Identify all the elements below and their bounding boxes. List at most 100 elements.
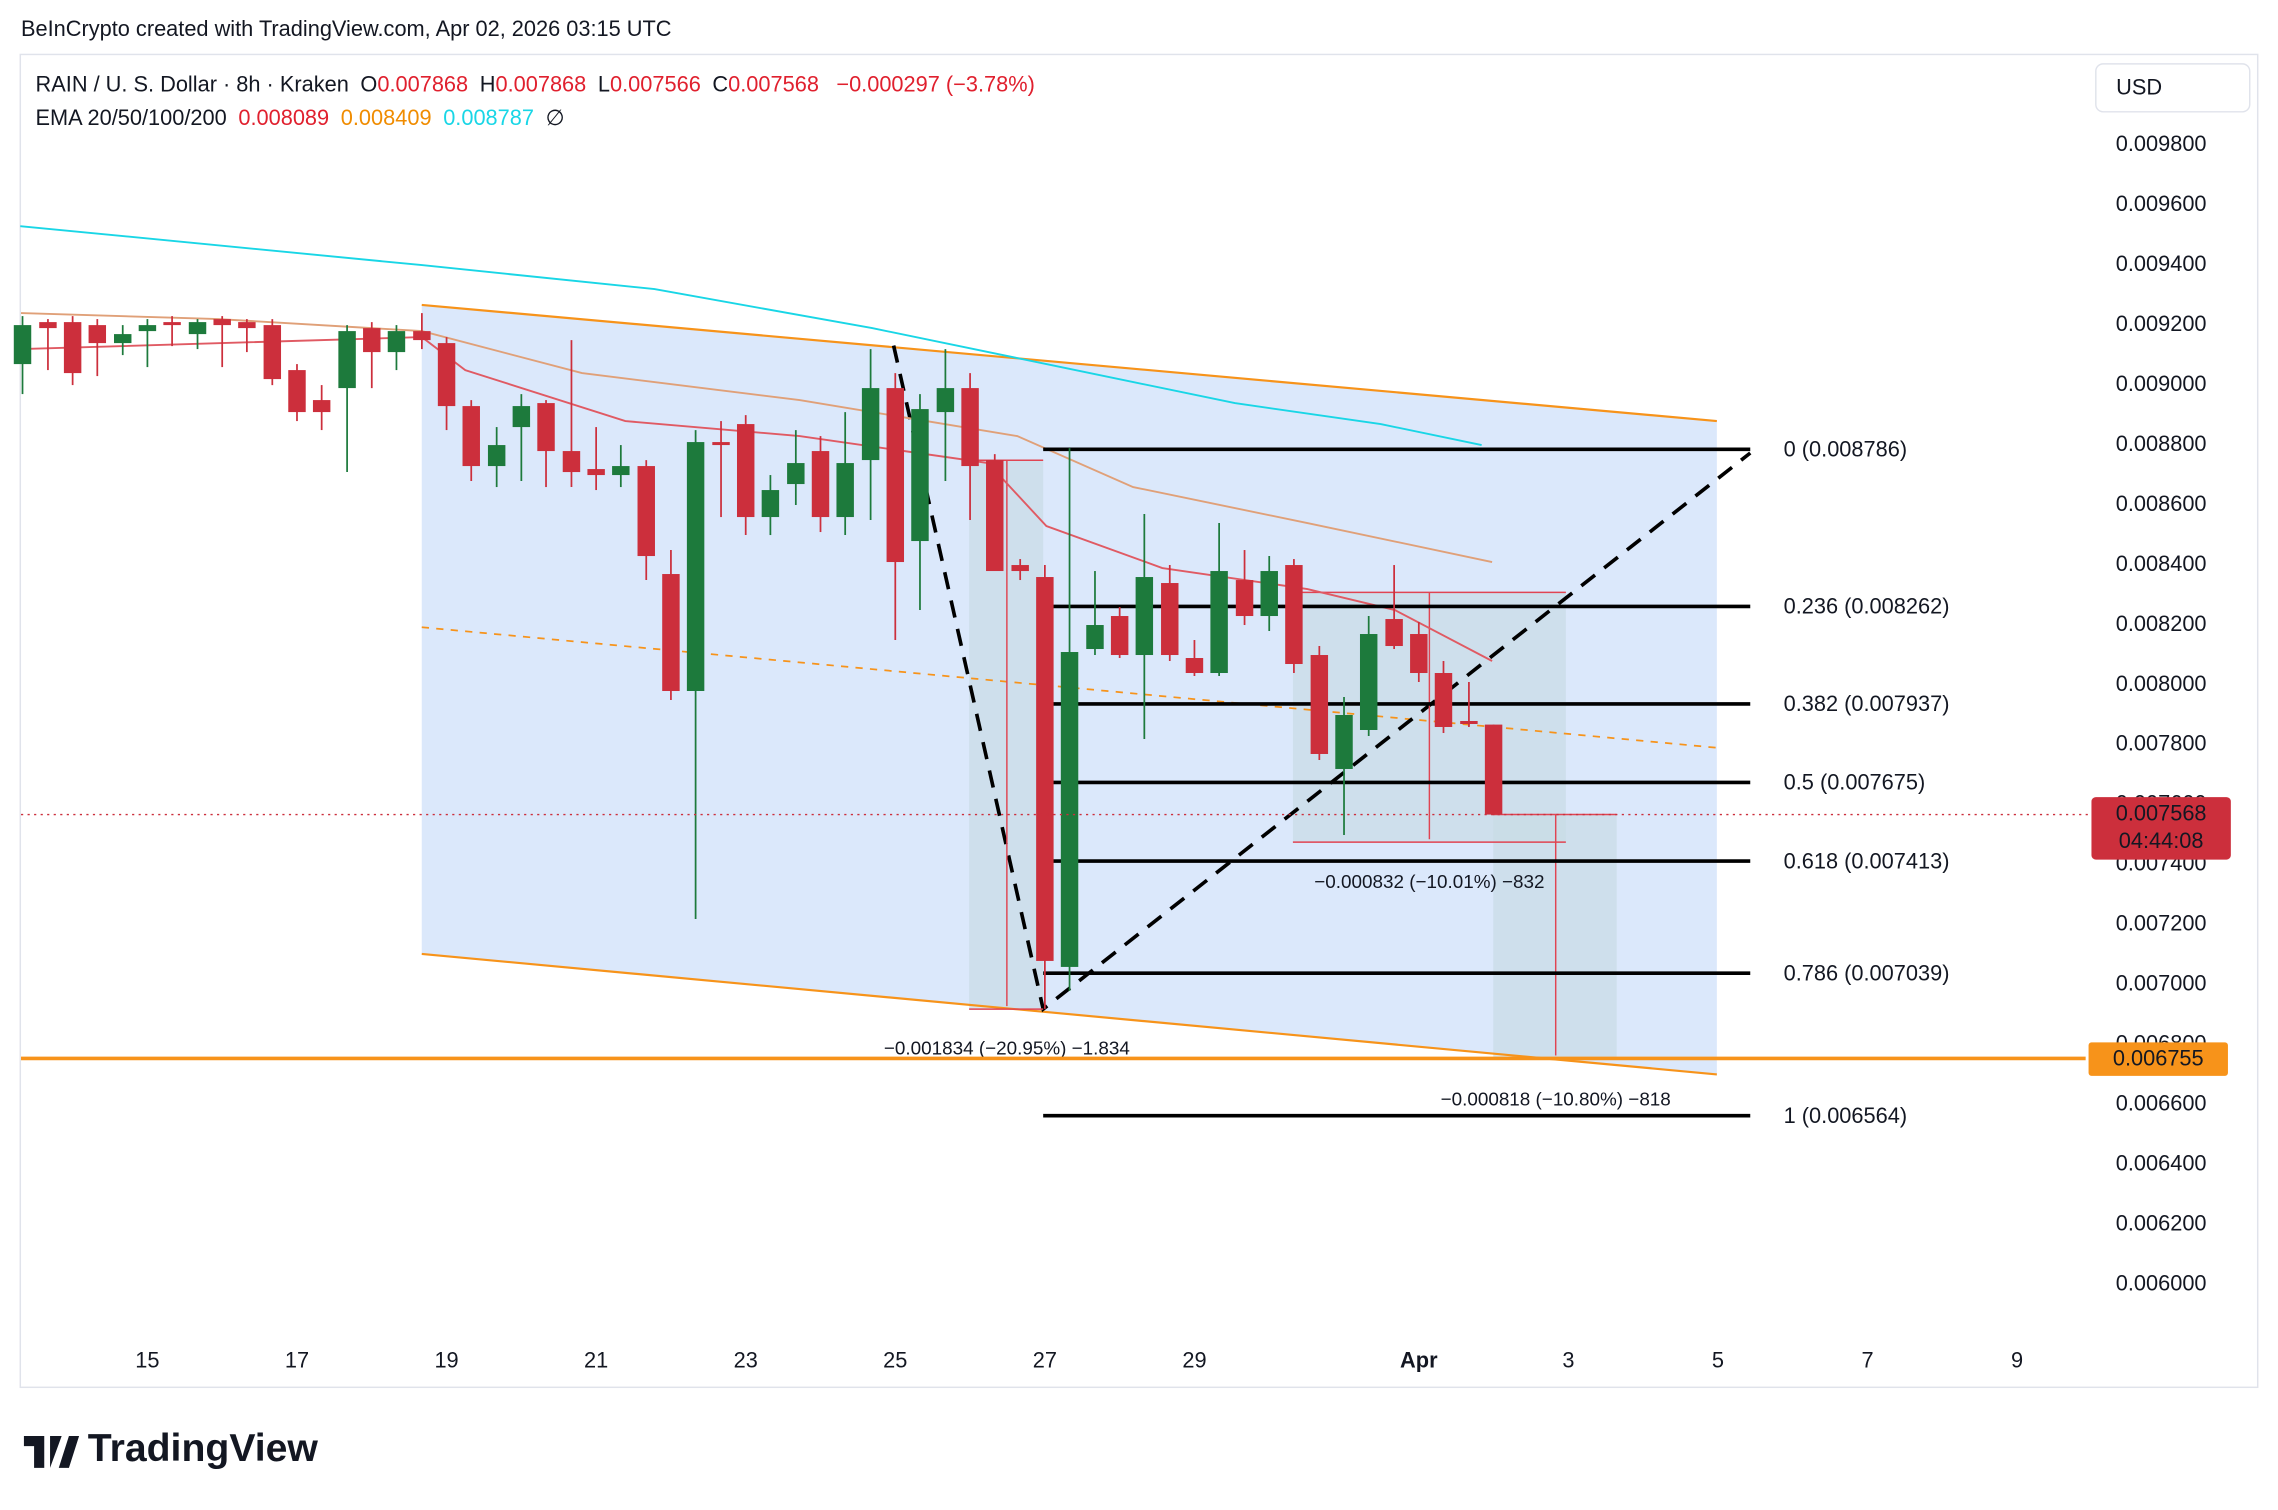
candle-body [413,331,431,341]
x-tick-label: 9 [2011,1348,2023,1373]
candle-body [686,442,705,692]
legend-symbol: RAIN / U. S. Dollar · 8h · Kraken O0.0078… [36,71,1035,96]
y-tick-label: 0.006000 [2116,1271,2207,1296]
ema-line [20,312,1493,563]
chart-frame [19,53,2259,1389]
x-tick-label: 23 [734,1348,758,1373]
y-tick-label: 0.009000 [2116,371,2207,396]
candle-body [363,328,381,353]
candle-body [911,409,929,542]
measure-label: −0.000832 (−10.01%) −832 [1314,871,1544,892]
candle-body [886,388,905,563]
y-tick-label: 0.008600 [2116,491,2207,516]
candle-body [1359,634,1378,730]
currency-box[interactable] [2095,63,2251,113]
candle-body [712,442,730,446]
candle-body [736,424,755,518]
brand: TradingView [88,1427,319,1470]
candle-body [811,451,830,518]
currency[interactable]: USD [2116,74,2162,99]
y-tick-label: 0.008200 [2116,611,2207,636]
candle-body [1434,673,1453,727]
candle-body [961,388,979,467]
candle-body [263,325,282,380]
candle-body [936,388,955,413]
candle-body [13,325,32,365]
credit: BeInCrypto created with TradingView.com,… [21,16,672,41]
y-tick-label: 0.009600 [2116,191,2207,216]
measure-label: −0.000818 (−10.80%) −818 [1441,1089,1671,1110]
candle-body [188,322,207,335]
candle-body [312,400,331,413]
ohlc-value: 0.007568 [728,71,819,96]
candle-body [1285,565,1303,665]
candle-body [861,388,880,461]
ema-label: EMA 20/50/100/200 [36,105,227,130]
ohlc-label: O [360,71,377,96]
ohlc-value: 0.007566 [610,71,701,96]
candle-body [662,574,680,692]
y-tick-label: 0.008400 [2116,551,2207,576]
x-tick-label: 25 [883,1348,907,1373]
y-tick-label: 0.009200 [2116,311,2207,336]
candle-body [1460,720,1478,724]
candle-body [387,331,406,353]
plot: 0.009800 0.009600 0.009400 0.009200 0.009000… [13,131,2207,1373]
candle-body [512,406,531,428]
candle-body [238,322,256,329]
ohlc-value: 0.007868 [496,71,587,96]
fib-label: 0.5 (0.007675) [1784,770,1926,795]
candle-body [1410,634,1428,674]
fib-label: 0.618 (0.007413) [1784,848,1950,873]
candle-body [88,325,107,344]
candle-body [1210,571,1228,674]
candle-body [338,331,356,389]
x-tick-label: 15 [135,1348,159,1373]
x-tick-label: 7 [1861,1348,1873,1373]
candle-body [1235,580,1254,617]
candle-body [637,466,655,557]
candle-body [1260,571,1278,617]
y-tick-label: 0.006400 [2116,1151,2207,1176]
ema-line [20,225,1482,446]
candle-body [288,370,306,413]
y-tick-label: 0.006600 [2116,1091,2207,1116]
fib-label: 1 (0.006564) [1784,1103,1907,1128]
logo-icon [23,1435,80,1468]
x-tick-label: 3 [1562,1348,1574,1373]
y-tick-label: 0.007800 [2116,731,2207,756]
candle-body [537,403,555,452]
candle-body [1110,616,1129,656]
level-tag [2088,1042,2228,1076]
ohlc-value: 0.007868 [377,71,468,96]
candle-body [1335,714,1353,769]
candle-body [587,469,605,476]
candle-body [761,490,780,518]
candle-body [1385,619,1403,647]
fib-label: 0.382 (0.007937) [1784,691,1950,716]
x-tick-label: 5 [1712,1348,1724,1373]
ema-value: 0.008089 [238,105,329,130]
ema-value: 0.008409 [341,105,432,130]
candle-body [787,463,805,485]
y-tick-label: 0.008800 [2116,431,2207,456]
candle-body [1185,658,1204,674]
y-tick-label: 0.008000 [2116,671,2207,696]
y-tick-label: 0.007200 [2116,911,2207,936]
fib-label: 0.786 (0.007039) [1784,960,1950,985]
channel-top [421,303,1717,423]
symbol: RAIN / U. S. Dollar · 8h · Kraken [36,71,349,96]
ohlc-label: C [712,71,728,96]
change: −0.000297 (−3.78%) [836,71,1034,96]
ema-value: 0.008787 [443,105,534,130]
candle-body [1086,625,1104,650]
candle-body [213,319,231,326]
candle-body [138,325,157,332]
candle-body [163,322,181,326]
candle-body [562,451,581,473]
fib-label: 0.236 (0.008262) [1784,594,1950,619]
candle-body [1011,565,1029,572]
candle-body [114,334,132,344]
